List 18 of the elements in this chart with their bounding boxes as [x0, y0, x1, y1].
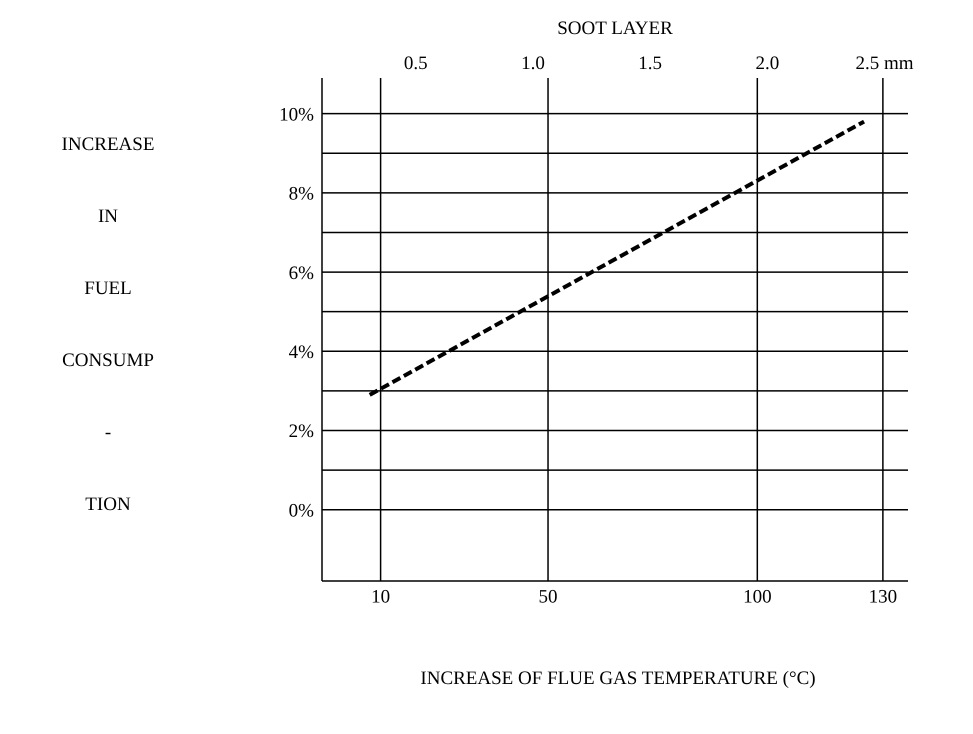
- y-tick-label: 4%: [288, 342, 314, 364]
- y-tick-label: 10%: [279, 104, 314, 126]
- x-axis-title: INCREASE OF FLUE GAS TEMPERATURE (°C): [419, 667, 817, 691]
- y-tick-label: 6%: [288, 262, 314, 284]
- x2-tick-label: 2.0: [755, 53, 780, 75]
- x2-tick-label: 1.5: [638, 53, 662, 75]
- x2-tick-label: 2.5 mm: [856, 53, 914, 75]
- x-tick-label: 130: [868, 586, 898, 608]
- x2-axis-title: SOOT LAYER: [556, 18, 674, 40]
- y-tick-label: 2%: [288, 421, 314, 442]
- x-tick-label: 50: [538, 586, 558, 608]
- x-tick-label: 100: [743, 586, 772, 608]
- text: INCREASE IN FUEL CONSUMP - TION: [62, 134, 154, 515]
- x2-tick-label: 1.0: [521, 53, 545, 75]
- y-tick-label: 8%: [288, 184, 314, 205]
- x2-tick-label: 0.5: [404, 53, 428, 75]
- y-tick-label: 0%: [288, 500, 314, 522]
- x-tick-label: 10: [371, 586, 390, 608]
